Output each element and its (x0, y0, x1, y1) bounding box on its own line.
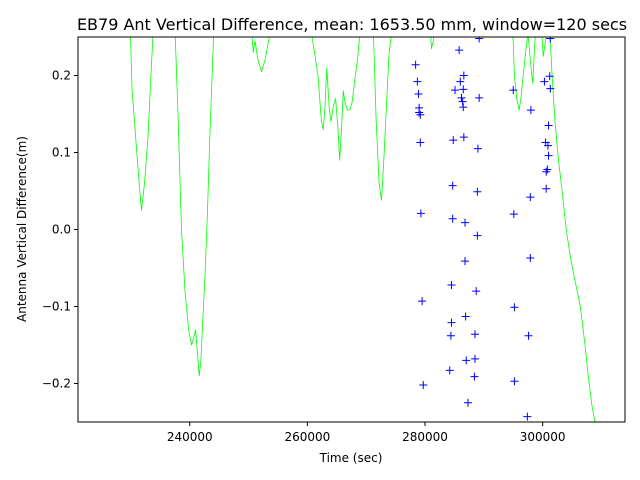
difference-line (130, 37, 596, 422)
data-point-marker (523, 412, 532, 421)
data-point-marker (445, 366, 454, 375)
plot-series-group (130, 37, 596, 422)
data-point-marker (475, 37, 484, 43)
data-point-marker (463, 398, 472, 407)
data-point-marker (447, 280, 456, 289)
x-tick-label: 300000 (520, 430, 566, 444)
data-point-marker (416, 138, 425, 147)
data-point-marker (526, 253, 535, 262)
data-point-marker (461, 218, 470, 227)
data-point-marker (416, 209, 425, 218)
data-point-marker (544, 121, 553, 130)
chart-title: EB79 Ant Vertical Difference, mean: 1653… (77, 15, 627, 34)
x-axis-ticks: 240000 260000 280000 300000 (167, 422, 566, 444)
data-point-marker (419, 381, 428, 390)
data-point-marker (544, 151, 553, 160)
data-point-marker (414, 89, 423, 98)
data-point-marker (545, 72, 554, 81)
data-point-marker (526, 106, 535, 115)
y-tick-label: −0.2 (42, 377, 71, 391)
data-point-marker (543, 141, 552, 150)
data-point-marker (473, 144, 482, 153)
data-point-marker (411, 60, 420, 69)
data-point-marker (459, 133, 468, 142)
data-point-marker (509, 210, 518, 219)
data-point-marker (459, 71, 468, 80)
data-point-marker (457, 93, 466, 102)
data-point-marker (540, 77, 549, 86)
data-point-marker (471, 330, 480, 339)
x-axis-label: Time (sec) (319, 451, 383, 465)
data-point-marker (455, 46, 464, 55)
data-point-marker (542, 184, 551, 193)
data-point-marker (462, 356, 471, 365)
y-axis-label: Antenna Vertical Difference(m) (15, 136, 29, 322)
data-point-marker (416, 110, 425, 119)
y-tick-label: 0.1 (52, 146, 71, 160)
data-point-marker (473, 231, 482, 240)
data-point-marker (510, 377, 519, 386)
data-point-marker (473, 187, 482, 196)
data-point-marker (448, 214, 457, 223)
x-tick-label: 240000 (167, 430, 213, 444)
data-point-marker (446, 331, 455, 340)
data-point-marker (456, 77, 465, 86)
y-axis-ticks: −0.2 −0.1 0.0 0.1 0.2 (42, 69, 78, 391)
data-point-marker (543, 165, 552, 174)
data-point-marker (448, 181, 457, 190)
data-point-marker (449, 136, 458, 145)
data-point-marker (447, 318, 456, 327)
data-point-marker (546, 37, 555, 43)
data-point-marker (526, 193, 535, 202)
data-point-marker (472, 287, 481, 296)
data-point-marker (509, 86, 518, 95)
data-point-marker (461, 312, 470, 321)
data-point-marker (413, 77, 422, 86)
data-point-marker (470, 372, 479, 381)
data-point-marker (546, 84, 555, 93)
data-point-marker (451, 86, 460, 95)
data-point-marker (510, 303, 519, 312)
x-tick-label: 260000 (284, 430, 330, 444)
y-tick-label: 0.0 (52, 223, 71, 237)
data-point-marker (471, 354, 480, 363)
data-point-marker (461, 257, 470, 266)
data-point-marker (459, 103, 468, 112)
data-point-marker (459, 85, 468, 94)
data-point-marker (458, 97, 467, 106)
data-point-marker (524, 331, 533, 340)
data-point-marker (475, 93, 484, 102)
y-tick-label: 0.2 (52, 69, 71, 83)
x-tick-label: 280000 (402, 430, 448, 444)
data-point-marker (418, 297, 427, 306)
y-tick-label: −0.1 (42, 300, 71, 314)
